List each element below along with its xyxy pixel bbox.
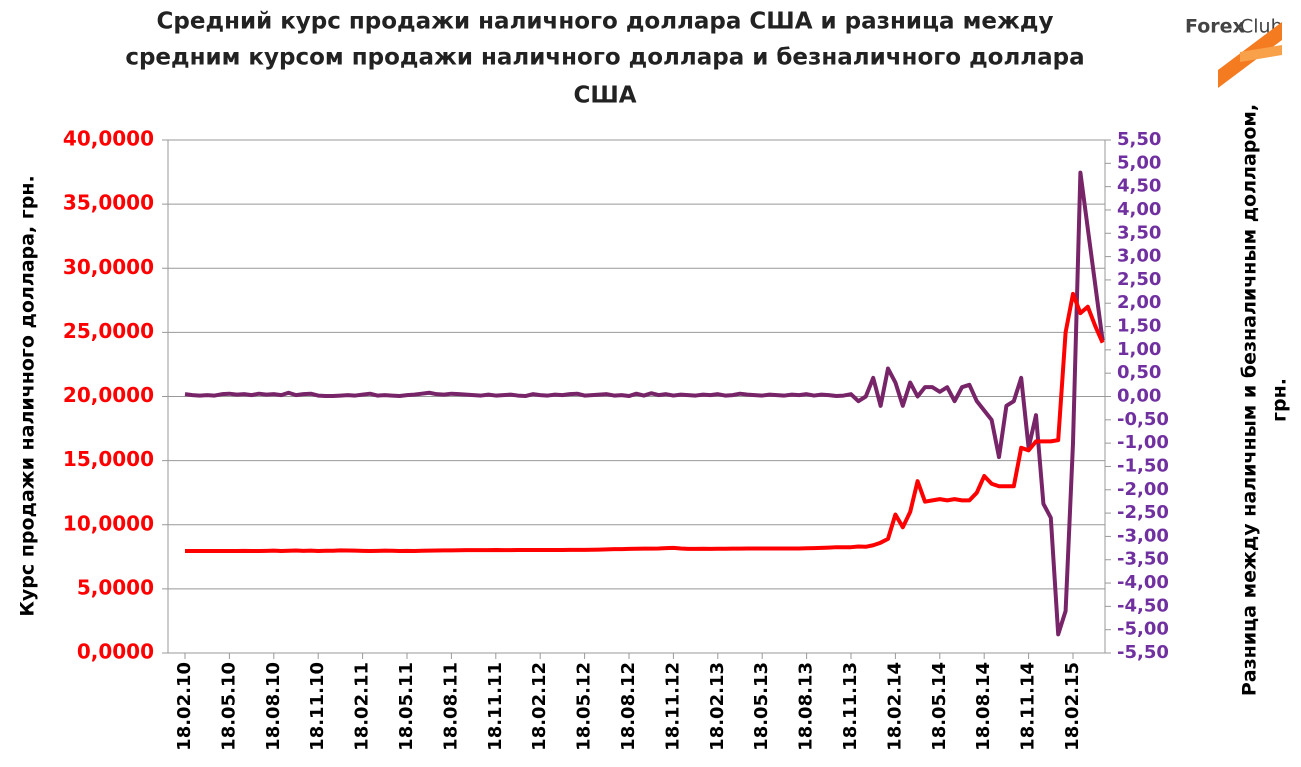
y2-tick-label: -5,50 <box>1117 642 1169 663</box>
chart-title: Средний курс продажи наличного доллара С… <box>157 9 1054 35</box>
x-tick-label: 18.08.13 <box>796 662 817 751</box>
y2-tick-label: 5,00 <box>1117 152 1161 173</box>
chart-title: средним курсом продажи наличного доллара… <box>125 45 1084 71</box>
y2-tick-label: 3,50 <box>1117 222 1161 243</box>
series-line <box>185 291 1105 554</box>
x-tick-label: 18.11.13 <box>840 662 861 751</box>
y2-axis-label: Разница между наличным и безналичным дол… <box>1239 104 1261 696</box>
x-tick-label: 18.05.12 <box>574 662 595 751</box>
x-tick-label: 18.08.12 <box>618 662 639 751</box>
y2-tick-label: -2,00 <box>1117 479 1169 500</box>
x-tick-label: 18.08.14 <box>973 662 994 751</box>
x-tick-label: 18.11.11 <box>485 662 506 751</box>
y2-tick-label: -3,50 <box>1117 549 1169 570</box>
y2-tick-label: 4,00 <box>1117 199 1161 220</box>
x-tick-label: 18.08.11 <box>440 662 461 751</box>
x-tick-label: 18.08.10 <box>263 662 284 751</box>
logo: Forex Club <box>1185 16 1283 88</box>
y-tick-label: 15,0000 <box>63 447 154 471</box>
x-tick-label: 18.02.10 <box>174 662 195 751</box>
x-tick-label: 18.02.12 <box>529 662 550 751</box>
x-tick-label: 18.02.13 <box>707 662 728 751</box>
y2-tick-label: -1,50 <box>1117 455 1169 476</box>
chart-title: США <box>573 83 636 109</box>
y2-tick-label: -0,50 <box>1117 409 1169 430</box>
x-tick-label: 18.11.14 <box>1018 662 1039 751</box>
y2-tick-label: 4,50 <box>1117 176 1161 197</box>
y2-tick-label: 1,50 <box>1117 316 1161 337</box>
series-line <box>184 170 1105 637</box>
y2-tick-label: 2,50 <box>1117 269 1161 290</box>
y2-axis-label: грн. <box>1269 378 1291 422</box>
y-tick-label: 5,0000 <box>77 575 154 599</box>
x-tick-label: 18.02.11 <box>352 662 373 751</box>
y2-tick-label: 1,00 <box>1117 339 1161 360</box>
x-tick-label: 18.02.15 <box>1062 662 1083 751</box>
y2-tick-label: -1,00 <box>1117 432 1169 453</box>
y2-tick-label: 0,50 <box>1117 362 1161 383</box>
y2-tick-label: -4,00 <box>1117 572 1169 593</box>
y2-tick-label: -5,00 <box>1117 619 1169 640</box>
x-tick-label: 18.05.13 <box>751 662 772 751</box>
logo-text: Forex <box>1185 16 1245 38</box>
y-axis-label: Курс продажи наличного доллара, грн. <box>17 175 39 616</box>
y2-tick-label: 5,50 <box>1117 129 1161 150</box>
y-tick-label: 0,0000 <box>77 640 154 664</box>
y-tick-label: 30,0000 <box>63 255 154 279</box>
x-tick-label: 18.11.12 <box>662 662 683 751</box>
x-tick-label: 18.05.11 <box>396 662 417 751</box>
y2-tick-label: -2,50 <box>1117 502 1169 523</box>
y-tick-label: 20,0000 <box>63 383 154 407</box>
y2-tick-label: -4,50 <box>1117 595 1169 616</box>
x-tick-label: 18.05.10 <box>218 662 239 751</box>
logo-shape <box>1240 45 1282 62</box>
y-tick-label: 35,0000 <box>63 191 154 215</box>
x-tick-label: 18.05.14 <box>929 662 950 751</box>
y2-tick-label: -3,00 <box>1117 525 1169 546</box>
y-tick-label: 25,0000 <box>63 319 154 343</box>
y2-tick-label: 0,00 <box>1117 386 1161 407</box>
y-tick-label: 40,0000 <box>63 127 154 151</box>
y2-tick-label: 2,00 <box>1117 292 1161 313</box>
x-tick-label: 18.11.10 <box>307 662 328 751</box>
x-tick-label: 18.02.14 <box>884 662 905 751</box>
y2-tick-label: 3,00 <box>1117 246 1161 267</box>
y-tick-label: 10,0000 <box>63 511 154 535</box>
